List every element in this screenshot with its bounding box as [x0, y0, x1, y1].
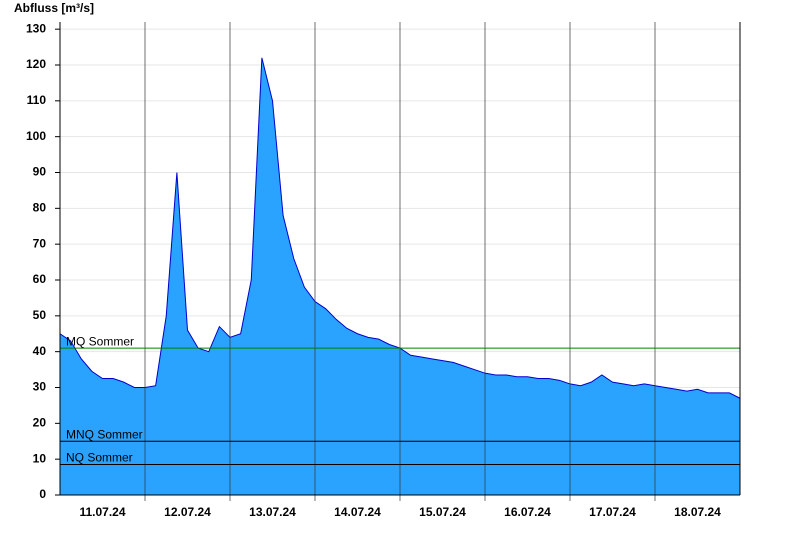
y-tick-label: 10	[33, 451, 47, 465]
y-tick-label: 70	[33, 236, 47, 250]
y-tick-label: 0	[39, 487, 46, 501]
y-tick-label: 100	[26, 129, 46, 143]
y-tick-label: 110	[27, 93, 47, 107]
x-tick-label: 18.07.24	[674, 505, 721, 519]
reference-label: NQ Sommer	[66, 451, 133, 465]
x-tick-label: 13.07.24	[249, 505, 296, 519]
y-tick-label: 60	[33, 272, 47, 286]
x-tick-label: 12.07.24	[164, 505, 211, 519]
x-tick-label: 16.07.24	[504, 505, 551, 519]
y-tick-label: 50	[33, 308, 47, 322]
y-tick-label: 90	[33, 165, 47, 179]
x-tick-label: 15.07.24	[419, 505, 466, 519]
x-tick-label: 17.07.24	[589, 505, 636, 519]
y-tick-label: 130	[26, 21, 46, 35]
y-tick-label: 20	[33, 416, 47, 430]
y-axis-label: Abfluss [m³/s]	[14, 1, 94, 15]
y-tick-label: 30	[33, 380, 47, 394]
y-tick-label: 120	[26, 57, 46, 71]
reference-label: MNQ Sommer	[66, 427, 143, 441]
x-tick-label: 14.07.24	[334, 505, 381, 519]
y-tick-label: 80	[33, 201, 47, 215]
reference-label: MQ Sommer	[66, 334, 134, 348]
x-tick-label: 11.07.24	[79, 505, 125, 519]
y-tick-label: 40	[33, 344, 47, 358]
